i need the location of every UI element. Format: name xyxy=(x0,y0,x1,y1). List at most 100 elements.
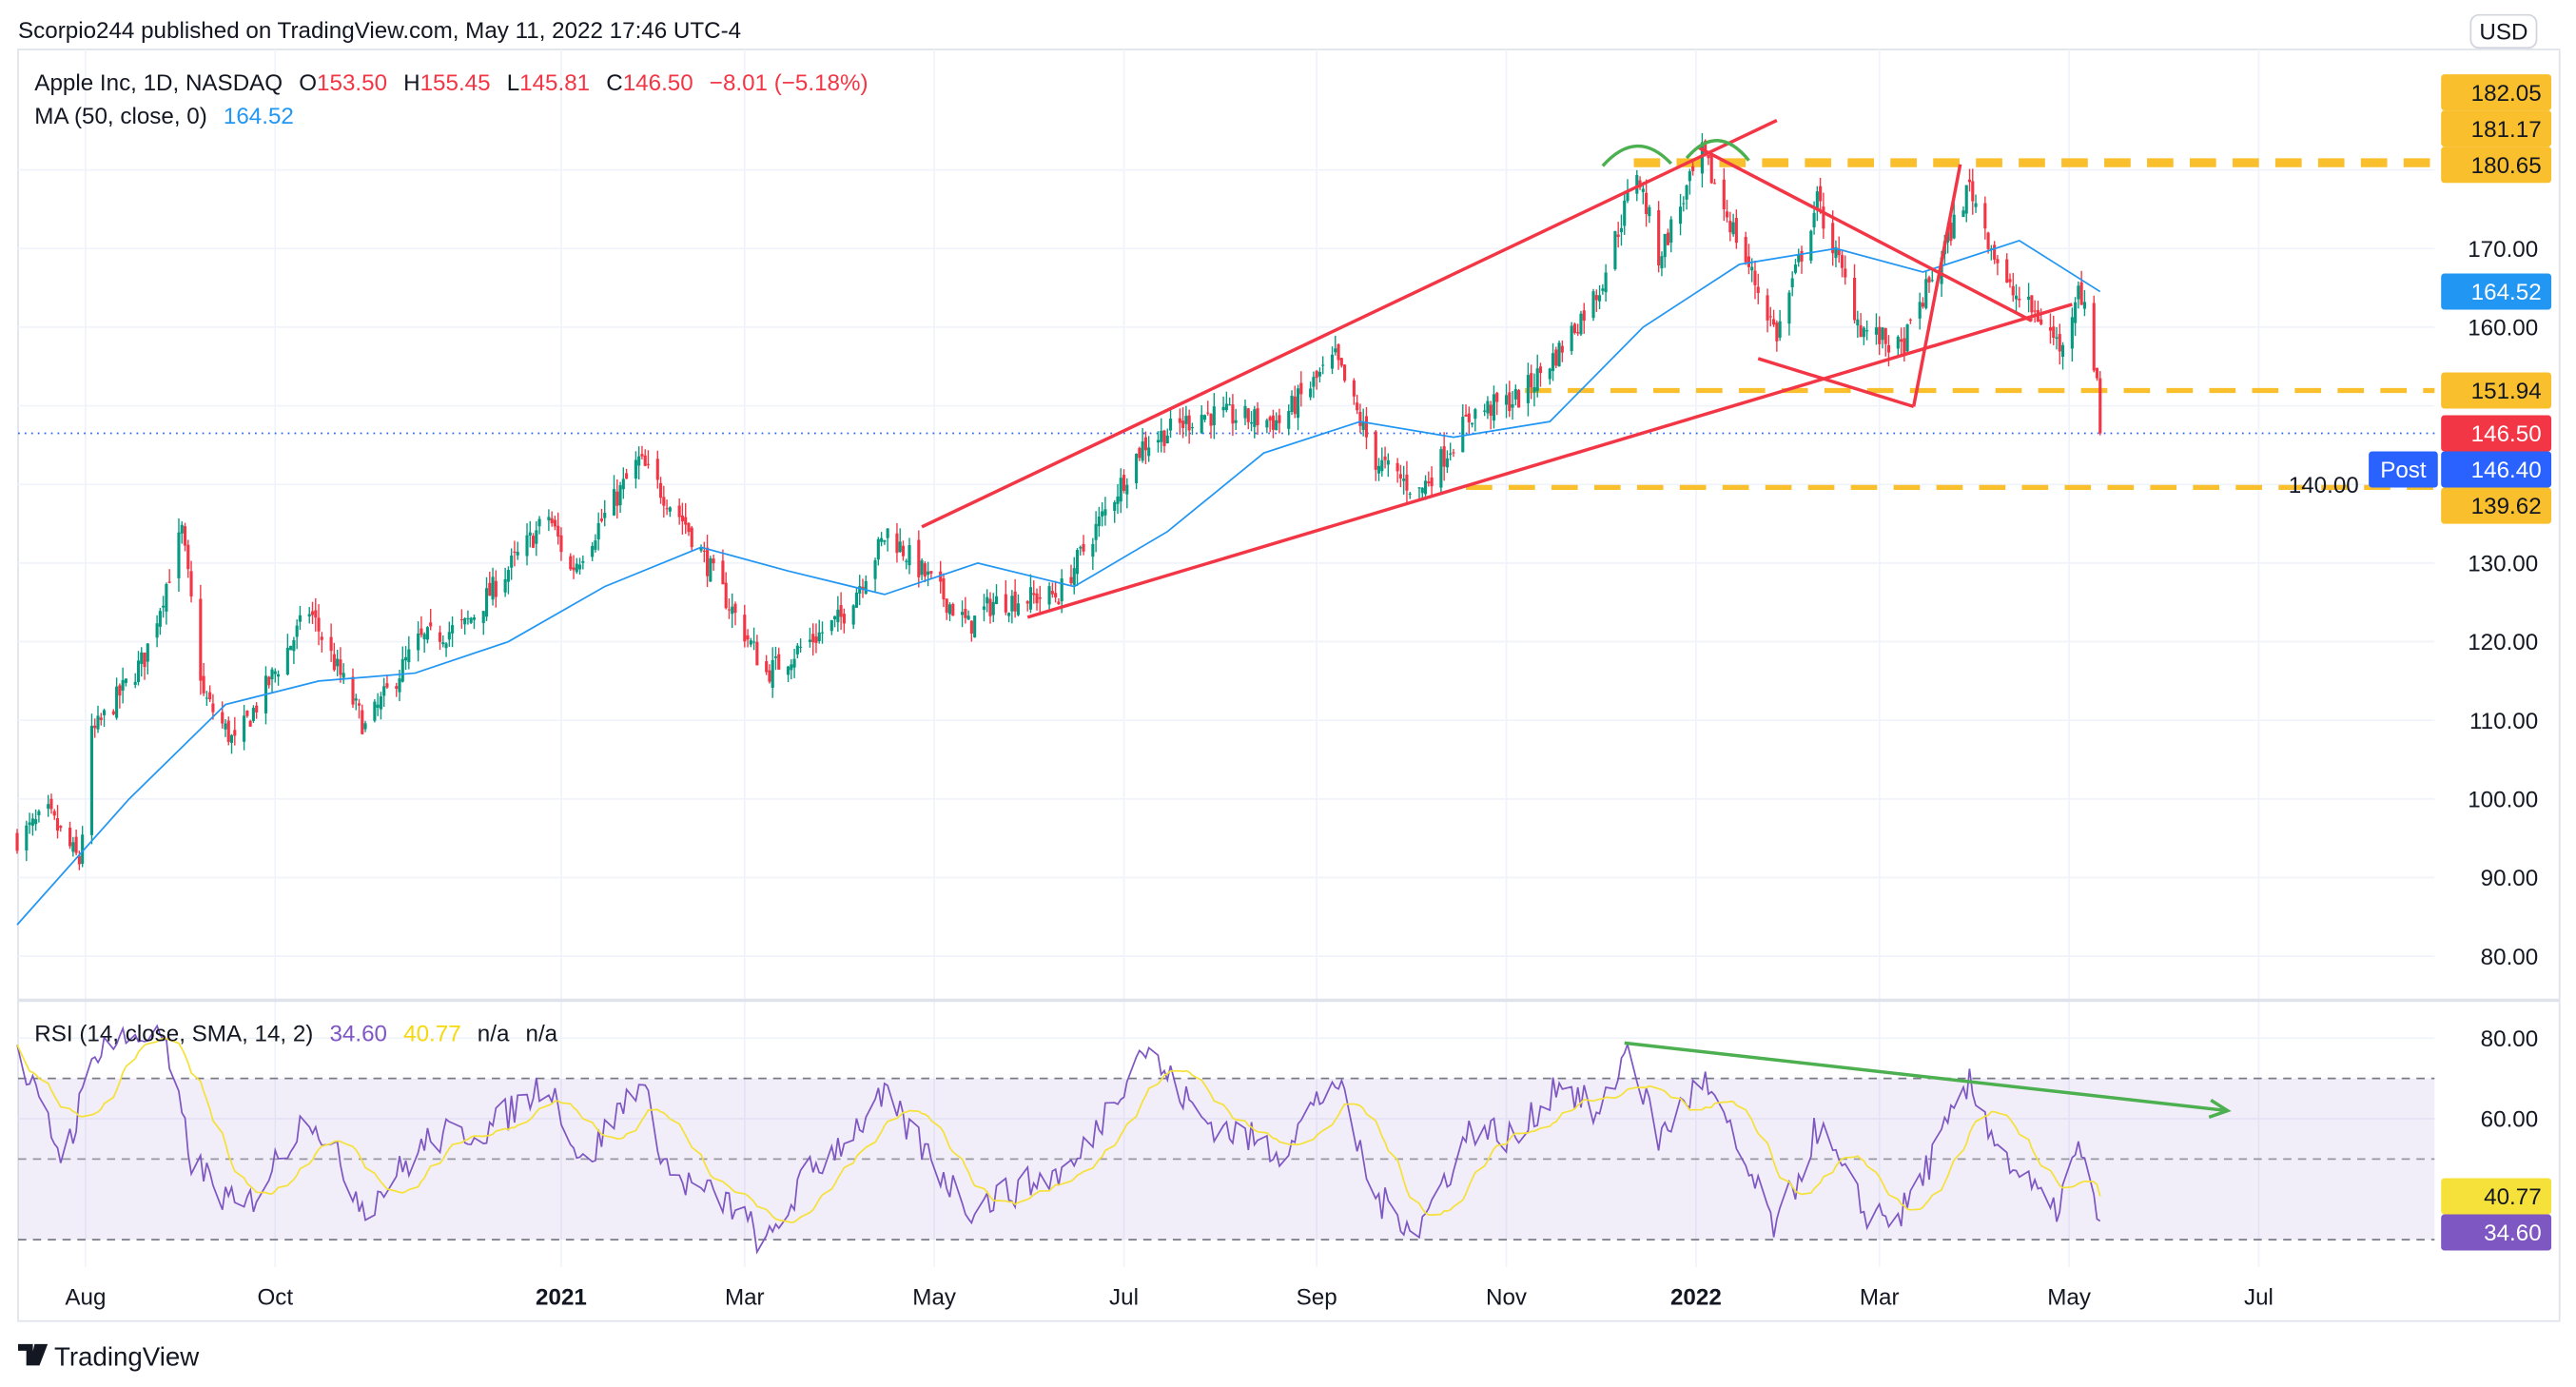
candle-body xyxy=(1010,596,1014,612)
candle-body xyxy=(1859,324,1863,338)
candle-body xyxy=(1812,212,1816,228)
candle-body xyxy=(1663,234,1667,258)
candle-body xyxy=(186,544,190,570)
candle-body xyxy=(1822,206,1825,229)
candle-body xyxy=(1473,409,1477,420)
candle-body xyxy=(1293,396,1297,415)
trendline[interactable] xyxy=(921,118,1778,529)
price-label-last: 146.50 xyxy=(2441,415,2552,452)
candle-body xyxy=(951,603,955,616)
candle-body xyxy=(1983,203,1987,229)
candle-body xyxy=(295,625,299,637)
symbol-name: Apple Inc, 1D, NASDAQ xyxy=(34,70,283,96)
candle-body xyxy=(1445,458,1449,468)
candle-body xyxy=(226,720,230,742)
candle-body xyxy=(351,676,355,705)
candle-body xyxy=(2014,295,2019,300)
candle-body xyxy=(124,678,127,683)
candle-body xyxy=(276,674,281,677)
candle-body xyxy=(1648,206,1651,217)
candle-body xyxy=(1212,406,1216,425)
candle-body xyxy=(451,625,455,634)
candle-body xyxy=(1094,523,1098,540)
candle-body xyxy=(1700,142,1704,174)
candle-body xyxy=(917,539,921,577)
candle-body xyxy=(71,842,75,852)
time-axis[interactable]: Aug Oct 2021 Mar May Jul Sep Nov 2022 Mar May Jul xyxy=(65,1284,2274,1310)
horizontal-levels[interactable] xyxy=(1466,158,2435,490)
price-tick-label: 120.00 xyxy=(2468,630,2538,655)
candle-body xyxy=(1138,447,1142,459)
candle-body xyxy=(1790,278,1794,288)
candle-body xyxy=(2079,282,2083,305)
candle-body xyxy=(81,834,85,865)
price-label-bg xyxy=(2441,273,2552,310)
candle-body xyxy=(255,705,259,713)
candle-body xyxy=(2039,319,2043,324)
trendline[interactable] xyxy=(1698,146,2033,322)
candle-body xyxy=(1613,231,1617,269)
price-tick-label: 90.00 xyxy=(2481,866,2539,891)
arrow-line[interactable] xyxy=(1624,1041,2228,1113)
candle-body xyxy=(1374,431,1377,470)
trendline[interactable] xyxy=(1911,164,1962,407)
candle-body xyxy=(591,545,595,557)
candle-body xyxy=(1964,185,1968,214)
candle-body xyxy=(1623,200,1627,226)
candle-body xyxy=(1246,408,1250,422)
price-axis[interactable]: 180.65 181.17 182.05 164.52 151.94 146.50 146.… xyxy=(2289,74,2552,1251)
candle-body xyxy=(177,532,181,578)
candle-body xyxy=(47,804,50,810)
candle-body xyxy=(1495,393,1499,402)
trendlines[interactable] xyxy=(921,118,2073,619)
trendline[interactable] xyxy=(1757,357,1915,409)
candle-body xyxy=(143,652,146,668)
currency-button[interactable]: USD xyxy=(2469,13,2538,49)
price-label-text: 34.60 xyxy=(2484,1221,2542,1246)
top-arc[interactable] xyxy=(1601,144,1672,167)
candle-body xyxy=(1641,188,1645,192)
candle-body xyxy=(202,675,205,694)
candle-body xyxy=(1057,601,1061,605)
candle-body xyxy=(1856,319,1860,326)
candle-body xyxy=(2095,367,2099,379)
candle-body xyxy=(712,558,715,564)
candle-body xyxy=(836,609,840,623)
candle-body xyxy=(1579,313,1583,335)
candle-body xyxy=(1271,415,1275,430)
candle-body xyxy=(1209,414,1213,426)
candle-body xyxy=(625,473,629,479)
candle-body xyxy=(243,715,246,742)
tradingview-logo[interactable]: TradingView xyxy=(18,1341,200,1371)
candle-body xyxy=(1361,421,1365,430)
candle-body xyxy=(93,725,97,729)
candle-body xyxy=(1793,264,1798,273)
candle-body xyxy=(1101,511,1104,517)
top-arc[interactable] xyxy=(1685,139,1750,162)
candle-body xyxy=(1535,368,1539,392)
candle-body xyxy=(1772,319,1776,325)
candle-body xyxy=(503,578,507,593)
candle-body xyxy=(839,605,843,617)
candle-body xyxy=(969,620,973,634)
candle-body xyxy=(749,640,752,645)
rsi-legend: RSI (14, close, SMA, 14, 2) 34.60 40.77 … xyxy=(34,1022,557,1047)
candle-body xyxy=(1837,248,1841,256)
candle-body xyxy=(420,628,423,635)
candle-body xyxy=(1184,416,1188,424)
candle-body xyxy=(208,692,212,700)
candle-body xyxy=(506,570,510,582)
rsi-divergence-arrow[interactable] xyxy=(1624,1041,2232,1120)
candle-body xyxy=(417,633,420,651)
candle-body xyxy=(1619,227,1624,233)
candle-body xyxy=(1582,310,1586,322)
candle-body xyxy=(2082,302,2086,309)
candle-body xyxy=(575,563,578,573)
candle-body xyxy=(494,580,498,597)
candle-body xyxy=(1231,404,1235,424)
trendline[interactable] xyxy=(1026,303,2073,619)
candle-body xyxy=(1256,408,1259,425)
tradingview-logo-icon xyxy=(18,1343,49,1366)
price-label-level: 180.65 xyxy=(2441,147,2552,184)
